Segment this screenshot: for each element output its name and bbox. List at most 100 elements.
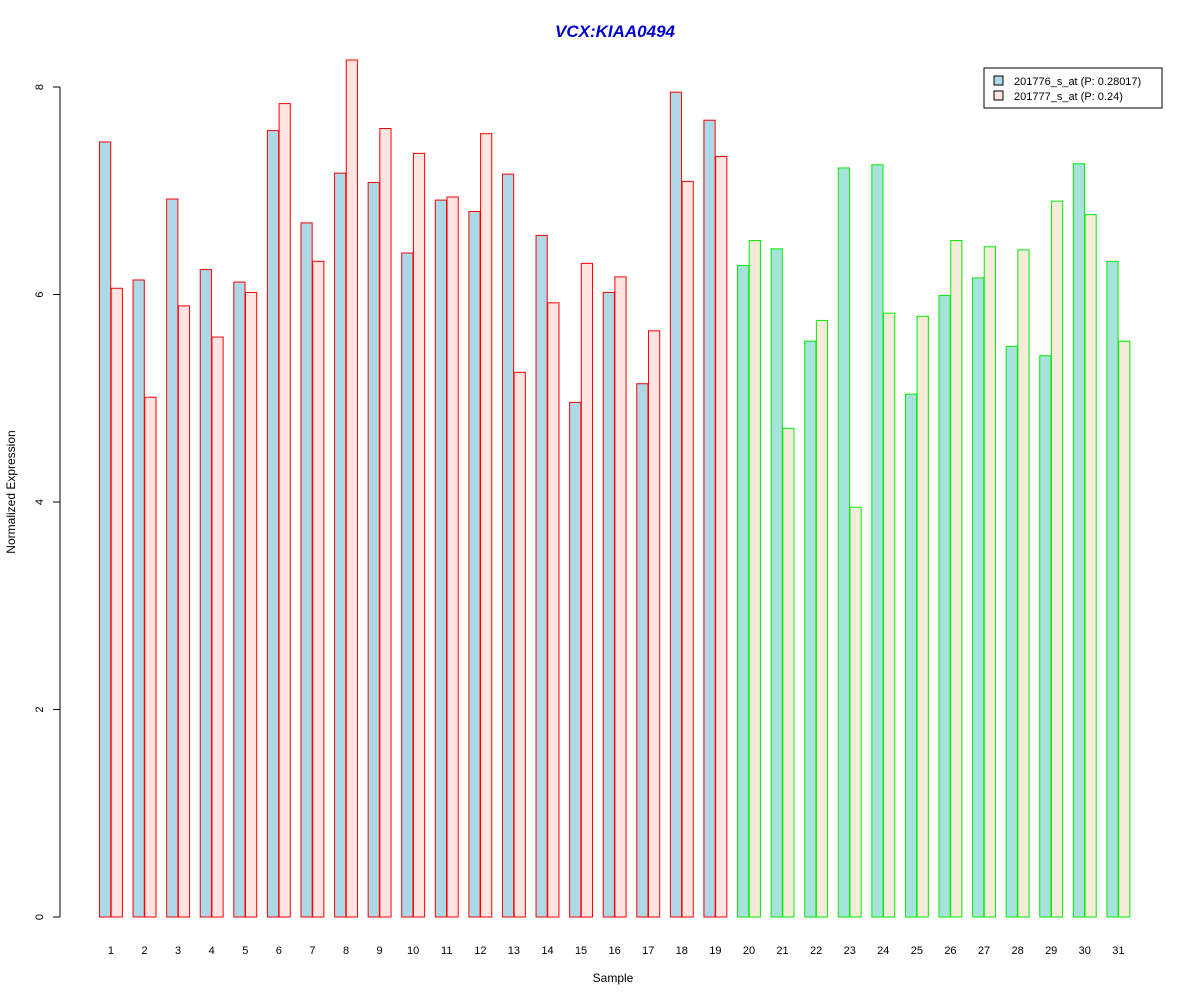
- x-tick-labels: 1 2 3 4 5 6 7 8 9 10 11 12 13 14 15 16 17 18 19 20 21 22 23 24 2…: [108, 945, 1125, 957]
- bar-sample-10-series-1: [401, 252, 414, 918]
- bar-sample-8-series-2: [345, 59, 358, 918]
- bar-sample-11-series-2: [446, 196, 459, 918]
- bar-sample-20-series-2: [748, 240, 761, 918]
- bar-sample-13-series-1: [501, 173, 515, 918]
- bar-sample-22-series-1: [804, 340, 817, 918]
- x-tick-label: 4: [209, 945, 215, 957]
- bar-sample-3-series-2: [177, 305, 191, 918]
- bar-sample-8-series-1: [334, 172, 347, 918]
- bar-sample-22-series-2: [815, 319, 829, 918]
- bar-sample-1-series-2: [110, 287, 123, 918]
- x-tick-label: 21: [776, 945, 788, 957]
- y-tick-label: 0: [34, 914, 46, 920]
- legend: 201776_s_at (P: 0.28017) 201777_s_at (P:…: [983, 67, 1163, 109]
- x-tick-label: 1: [108, 945, 114, 957]
- bar-sample-27-series-2: [983, 246, 996, 918]
- x-tick-label: 20: [743, 945, 755, 957]
- x-tick-label: 10: [407, 945, 419, 957]
- bar-sample-25-series-2: [916, 315, 929, 918]
- bar-sample-18-series-2: [681, 180, 694, 918]
- bar-sample-15-series-1: [569, 401, 582, 918]
- x-axis-title: Sample: [593, 971, 634, 985]
- bar-sample-15-series-2: [580, 262, 594, 918]
- bar-sample-12-series-2: [480, 133, 493, 918]
- legend-swatch-series-2: [993, 90, 1004, 101]
- x-tick-label: 31: [1112, 945, 1124, 957]
- x-tick-label: 6: [276, 945, 282, 957]
- x-tick-label: 9: [377, 945, 383, 957]
- bar-sample-25-series-1: [904, 393, 918, 918]
- bar-sample-20-series-1: [737, 264, 750, 918]
- bar-sample-27-series-1: [972, 277, 985, 918]
- bar-sample-9-series-2: [379, 128, 392, 918]
- x-tick-label: 12: [474, 945, 486, 957]
- bar-sample-23-series-2: [849, 506, 862, 918]
- y-axis-title: Normalized Expression: [4, 430, 18, 553]
- bar-sample-24-series-2: [883, 312, 896, 918]
- x-tick-label: 16: [609, 945, 621, 957]
- bar-sample-2-series-2: [144, 396, 157, 918]
- bar-sample-21-series-2: [782, 427, 795, 918]
- y-axis: 0 2 4 6 8: [34, 84, 61, 920]
- x-tick-label: 17: [642, 945, 654, 957]
- bar-sample-24-series-1: [871, 164, 884, 918]
- bar-sample-14-series-1: [535, 234, 548, 918]
- x-tick-label: 25: [911, 945, 923, 957]
- bar-sample-12-series-1: [468, 211, 481, 918]
- bar-sample-2-series-1: [132, 279, 145, 918]
- bar-sample-16-series-2: [614, 276, 627, 918]
- y-tick-label: 6: [34, 291, 46, 297]
- bar-sample-23-series-1: [837, 167, 850, 918]
- bar-sample-4-series-2: [211, 336, 224, 918]
- x-tick-label: 24: [877, 945, 889, 957]
- chart-title: VCX:KIAA0494: [555, 22, 676, 41]
- x-tick-label: 13: [508, 945, 520, 957]
- x-tick-label: 15: [575, 945, 587, 957]
- bar-sample-29-series-1: [1039, 355, 1052, 918]
- x-tick-label: 8: [343, 945, 349, 957]
- bar-sample-5-series-2: [245, 291, 258, 918]
- bar-sample-30-series-1: [1072, 163, 1086, 918]
- bar-sample-26-series-2: [950, 240, 963, 918]
- x-tick-label: 27: [978, 945, 990, 957]
- x-tick-label: 7: [309, 945, 315, 957]
- bar-sample-31-series-2: [1118, 340, 1131, 918]
- x-tick-label: 2: [141, 945, 147, 957]
- bar-sample-30-series-2: [1084, 214, 1097, 918]
- x-tick-label: 5: [242, 945, 248, 957]
- bar-sample-28-series-1: [1005, 345, 1018, 918]
- bar-sample-6-series-2: [278, 103, 291, 918]
- bar-sample-7-series-2: [312, 260, 325, 918]
- legend-box: [983, 67, 1163, 109]
- x-tick-label: 26: [944, 945, 956, 957]
- bar-sample-21-series-1: [770, 248, 783, 918]
- x-tick-label: 28: [1011, 945, 1023, 957]
- x-tick-label: 14: [541, 945, 553, 957]
- bar-sample-5-series-1: [233, 281, 246, 918]
- x-tick-label: 11: [441, 945, 452, 957]
- bar-sample-26-series-1: [938, 295, 951, 918]
- bar-sample-17-series-1: [636, 383, 649, 918]
- bar-sample-9-series-1: [367, 181, 380, 918]
- bar-sample-11-series-1: [434, 199, 447, 918]
- bar-sample-10-series-2: [412, 152, 426, 918]
- bar-sample-4-series-1: [199, 269, 212, 918]
- x-tick-label: 18: [676, 945, 688, 957]
- bar-sample-18-series-1: [669, 91, 683, 918]
- legend-label-series-1: 201776_s_at (P: 0.28017): [1014, 76, 1141, 88]
- bars-group: [99, 59, 1131, 918]
- x-tick-label: 23: [844, 945, 856, 957]
- bar-sample-29-series-2: [1050, 200, 1064, 918]
- bar-sample-17-series-2: [647, 330, 661, 918]
- y-tick-label: 8: [34, 84, 46, 90]
- x-tick-label: 30: [1079, 945, 1091, 957]
- legend-label-series-2: 201777_s_at (P: 0.24): [1014, 91, 1123, 103]
- bar-sample-7-series-1: [300, 222, 313, 918]
- y-tick-label: 4: [34, 499, 46, 505]
- bar-sample-19-series-2: [715, 156, 728, 918]
- bar-sample-1-series-1: [99, 141, 112, 918]
- x-tick-label: 19: [709, 945, 721, 957]
- bar-sample-6-series-1: [266, 130, 280, 918]
